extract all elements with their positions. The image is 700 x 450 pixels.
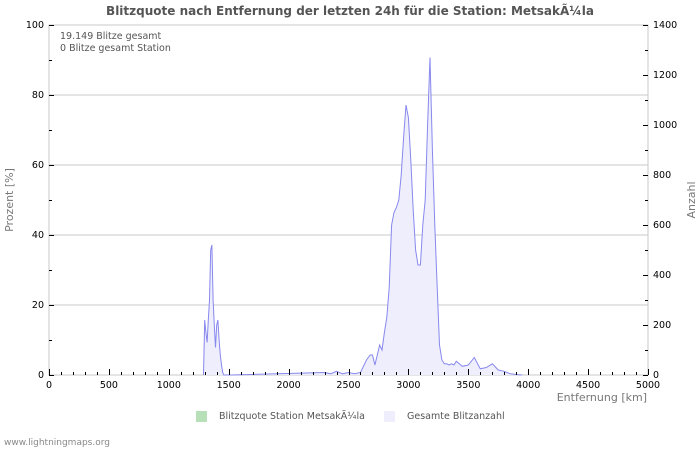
svg-text:0: 0 <box>38 370 44 381</box>
svg-text:4000: 4000 <box>516 380 540 391</box>
gridlines <box>49 94 648 306</box>
svg-text:1000: 1000 <box>157 380 181 391</box>
left-axis-title: Prozent [%] <box>3 168 16 232</box>
svg-text:1400: 1400 <box>653 20 677 31</box>
total-strikes-area <box>203 57 523 376</box>
svg-text:2000: 2000 <box>277 380 301 391</box>
svg-text:20: 20 <box>32 300 44 311</box>
svg-text:3000: 3000 <box>396 380 420 391</box>
svg-text:60: 60 <box>32 160 44 171</box>
legend-label-total-count: Gesamte Blitzanzahl <box>407 411 505 422</box>
svg-text:1500: 1500 <box>217 380 241 391</box>
legend-swatch-lavender <box>384 411 395 422</box>
x-axis-title: Entfernung [km] <box>557 391 647 404</box>
svg-text:1000: 1000 <box>653 120 677 131</box>
chart-title: Blitzquote nach Entfernung der letzten 2… <box>106 4 594 18</box>
svg-text:2500: 2500 <box>336 380 360 391</box>
svg-text:0: 0 <box>46 380 52 391</box>
legend-item-station-rate: Blitzquote Station MetsakÃ¼la <box>196 411 365 422</box>
axis-ticks <box>49 25 649 376</box>
svg-text:4500: 4500 <box>576 380 600 391</box>
plot-frame <box>48 24 649 376</box>
svg-text:100: 100 <box>26 20 44 31</box>
svg-text:800: 800 <box>653 170 671 181</box>
info-station-strikes: 0 Blitze gesamt Station <box>60 43 171 54</box>
svg-text:600: 600 <box>653 220 671 231</box>
legend-label-station-rate: Blitzquote Station MetsakÃ¼la <box>219 411 365 422</box>
svg-text:400: 400 <box>653 270 671 281</box>
svg-text:40: 40 <box>32 230 44 241</box>
info-total-strikes: 19.149 Blitze gesamt <box>60 31 162 42</box>
svg-text:1200: 1200 <box>653 70 677 81</box>
legend-item-total-count: Gesamte Blitzanzahl <box>384 411 505 422</box>
right-axis-title: Anzahl <box>685 181 698 218</box>
footer-source-link[interactable]: www.lightningmaps.org <box>4 438 110 448</box>
svg-text:200: 200 <box>653 320 671 331</box>
axis-labels: 0 500 1000 1500 2000 2500 3000 3500 4000 4500 5000… <box>26 20 677 391</box>
svg-text:500: 500 <box>100 380 118 391</box>
svg-text:0: 0 <box>653 370 659 381</box>
legend-swatch-green <box>196 411 207 422</box>
svg-text:80: 80 <box>32 90 44 101</box>
svg-text:3500: 3500 <box>456 380 480 391</box>
svg-text:5000: 5000 <box>636 380 660 391</box>
